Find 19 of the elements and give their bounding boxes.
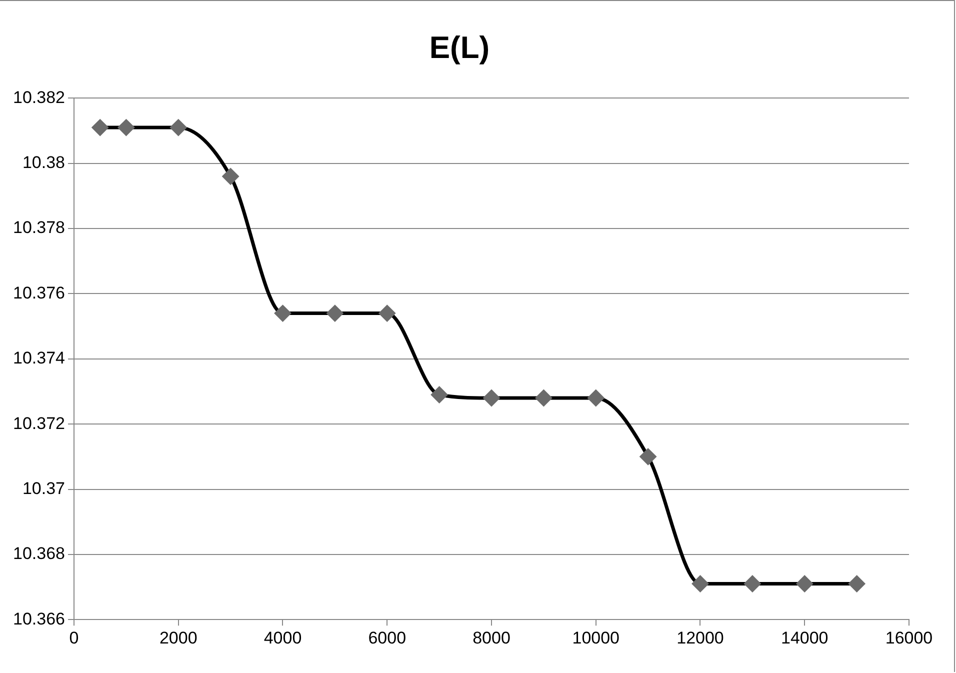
x-tick-label: 0: [69, 628, 79, 648]
x-tick-label: 6000: [368, 628, 406, 648]
y-tick-label: 10.376: [12, 283, 65, 302]
x-tick-label: 12000: [676, 628, 724, 648]
x-tick-label: 16000: [885, 628, 933, 648]
y-tick-label: 10.374: [12, 348, 65, 368]
y-tick-label: 10.382: [12, 88, 65, 107]
y-tick-label: 10.372: [12, 414, 65, 433]
y-tick-label: 10.366: [12, 609, 65, 628]
x-tick-label: 2000: [159, 628, 198, 648]
y-tick-label: 10.368: [12, 544, 65, 564]
x-tick-label: 4000: [264, 628, 302, 648]
x-tick-label: 14000: [780, 628, 828, 648]
y-tick-label: 10.38: [22, 153, 65, 172]
x-tick-label: 8000: [472, 628, 510, 648]
chart-title: E(L): [429, 30, 490, 66]
x-tick-label: 10000: [572, 628, 620, 648]
y-tick-label: 10.378: [12, 218, 65, 238]
y-tick-label: 10.37: [22, 478, 65, 498]
